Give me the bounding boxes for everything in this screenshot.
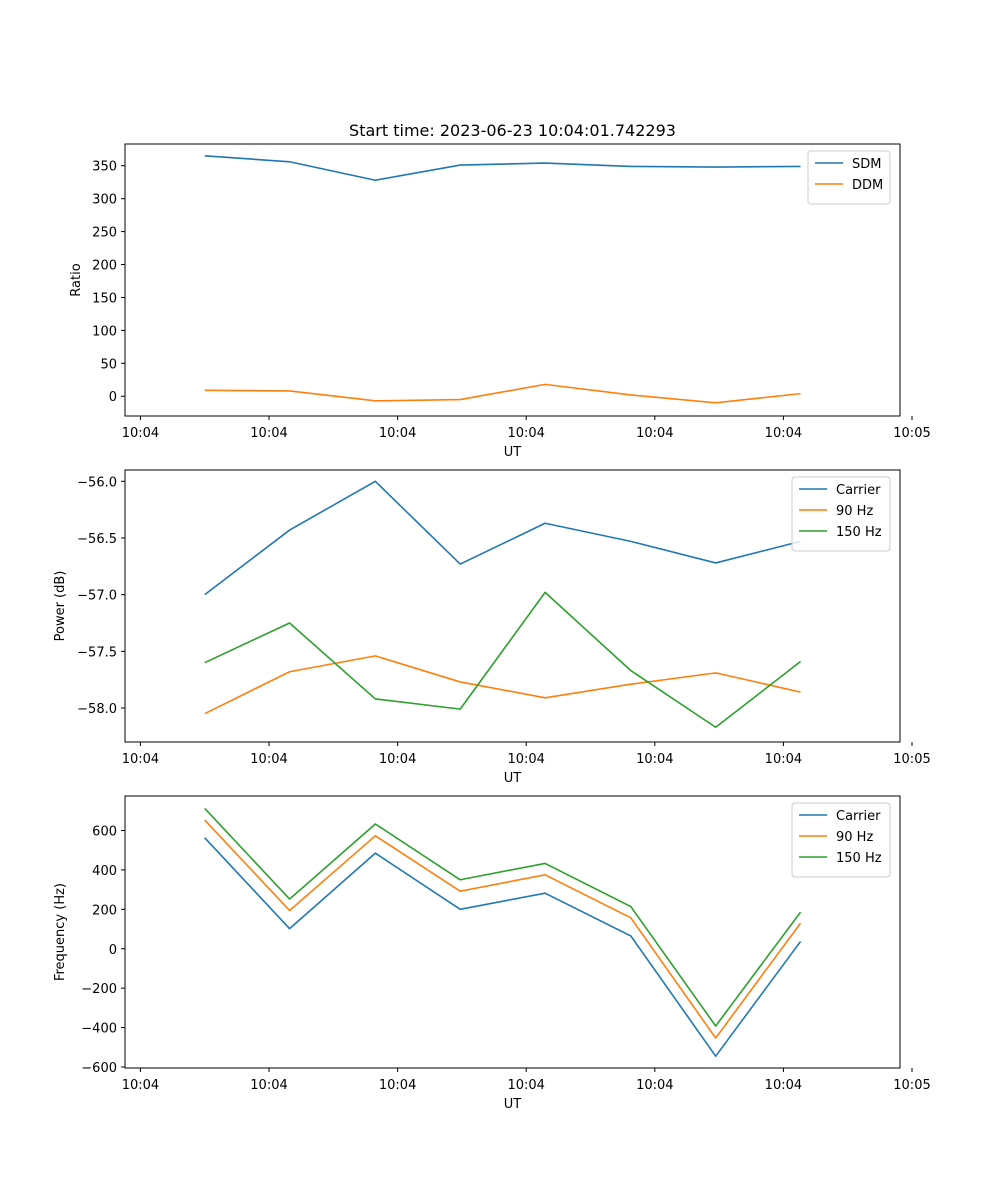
power-x-tick-label: 10:05 bbox=[893, 752, 930, 767]
ratio-x-tick-label: 10:04 bbox=[379, 426, 416, 441]
frequency-x-tick-label: 10:04 bbox=[379, 1078, 416, 1093]
power-legend-label-90-hz: 90 Hz bbox=[836, 504, 873, 519]
frequency-x-tick-label: 10:04 bbox=[636, 1078, 673, 1093]
frequency-y-tick-label: 200 bbox=[92, 903, 117, 918]
frequency-legend-box bbox=[791, 802, 891, 878]
ratio-x-tick-label: 10:04 bbox=[122, 426, 159, 441]
subplot-frequency: 10:04 10:04 10:04 10:04 10:04 10:04 10:05 −600 −… bbox=[53, 795, 931, 1112]
frequency-y-tick-label: 600 bbox=[92, 824, 117, 839]
ratio-x-axis-label: UT bbox=[504, 445, 522, 460]
power-x-tick-label: 10:04 bbox=[765, 752, 802, 767]
power-y-axis-label: Power (dB) bbox=[53, 571, 68, 642]
ratio-y-tick-label: 250 bbox=[92, 226, 117, 241]
power-series-line-carrier bbox=[204, 480, 801, 596]
ratio-axes-frame bbox=[124, 143, 901, 417]
frequency-series-line-150-hz bbox=[204, 807, 802, 1027]
ratio-series-line-sdm bbox=[204, 155, 801, 182]
frequency-x-tick-label: 10:04 bbox=[250, 1078, 287, 1093]
ratio-x-tick-label: 10:04 bbox=[250, 426, 287, 441]
ratio-x-tick-label: 10:04 bbox=[636, 426, 673, 441]
ratio-y-tick-label: 0 bbox=[109, 390, 117, 405]
power-x-tick-label: 10:04 bbox=[250, 752, 287, 767]
frequency-y-tick-label: −600 bbox=[81, 1061, 117, 1076]
frequency-x-axis-label: UT bbox=[504, 1097, 522, 1112]
power-x-tick-label: 10:04 bbox=[507, 752, 544, 767]
power-y-tick-label: −56.5 bbox=[77, 532, 117, 547]
power-series-line-90-hz bbox=[204, 655, 801, 715]
frequency-x-tick-label: 10:04 bbox=[507, 1078, 544, 1093]
ratio-legend-box bbox=[807, 150, 891, 205]
frequency-legend-label-150-hz: 150 Hz bbox=[836, 851, 882, 866]
ratio-y-tick-label: 200 bbox=[92, 259, 117, 274]
power-legend-box bbox=[791, 476, 891, 552]
power-x-axis-label: UT bbox=[504, 771, 522, 786]
ratio-y-tick-label: 50 bbox=[100, 357, 117, 372]
ratio-legend-label-ddm: DDM bbox=[852, 178, 883, 193]
frequency-x-tick-label: 10:04 bbox=[122, 1078, 159, 1093]
power-x-tick-label: 10:04 bbox=[636, 752, 673, 767]
ratio-y-axis-label: Ratio bbox=[69, 263, 84, 296]
frequency-series-line-carrier bbox=[204, 837, 802, 1057]
ratio-x-tick-label: 10:04 bbox=[507, 426, 544, 441]
ratio-x-tick-label: 10:04 bbox=[765, 426, 802, 441]
ratio-series-line-ddm bbox=[204, 383, 801, 404]
power-series-line-150-hz bbox=[204, 591, 802, 729]
power-y-tick-label: −58.0 bbox=[77, 702, 117, 717]
power-axes-frame bbox=[124, 469, 901, 743]
power-legend-label-carrier: Carrier bbox=[836, 483, 881, 498]
ratio-x-tick-label: 10:05 bbox=[893, 426, 930, 441]
frequency-y-tick-label: −400 bbox=[81, 1022, 117, 1037]
ratio-y-tick-label: 300 bbox=[92, 193, 117, 208]
ratio-y-tick-label: 100 bbox=[92, 324, 117, 339]
frequency-legend-label-90-hz: 90 Hz bbox=[836, 830, 873, 845]
frequency-axes-frame bbox=[124, 795, 901, 1069]
frequency-y-tick-label: −200 bbox=[81, 982, 117, 997]
frequency-y-tick-label: 400 bbox=[92, 864, 117, 879]
power-y-tick-label: −57.0 bbox=[77, 589, 117, 604]
frequency-x-tick-label: 10:04 bbox=[765, 1078, 802, 1093]
subplot-ratio: 10:04 10:04 10:04 10:04 10:04 10:04 10:05 0 50 10… bbox=[69, 143, 931, 460]
power-y-tick-label: −57.5 bbox=[77, 645, 117, 660]
frequency-x-tick-label: 10:05 bbox=[893, 1078, 930, 1093]
frequency-y-axis-label: Frequency (Hz) bbox=[53, 883, 68, 981]
ratio-y-tick-label: 150 bbox=[92, 291, 117, 306]
frequency-series-line-90-hz bbox=[204, 819, 802, 1039]
power-x-tick-label: 10:04 bbox=[379, 752, 416, 767]
power-legend-label-150-hz: 150 Hz bbox=[836, 525, 882, 540]
subplot-power: 10:04 10:04 10:04 10:04 10:04 10:04 10:05 −58.0… bbox=[53, 469, 931, 786]
frequency-legend-label-carrier: Carrier bbox=[836, 809, 881, 824]
power-y-tick-label: −56.0 bbox=[77, 475, 117, 490]
frequency-y-tick-label: 0 bbox=[109, 943, 117, 958]
ratio-legend-label-sdm: SDM bbox=[852, 157, 881, 172]
power-x-tick-label: 10:04 bbox=[122, 752, 159, 767]
figure-title: Start time: 2023-06-23 10:04:01.742293 bbox=[349, 121, 676, 140]
ratio-y-tick-label: 350 bbox=[92, 160, 117, 175]
